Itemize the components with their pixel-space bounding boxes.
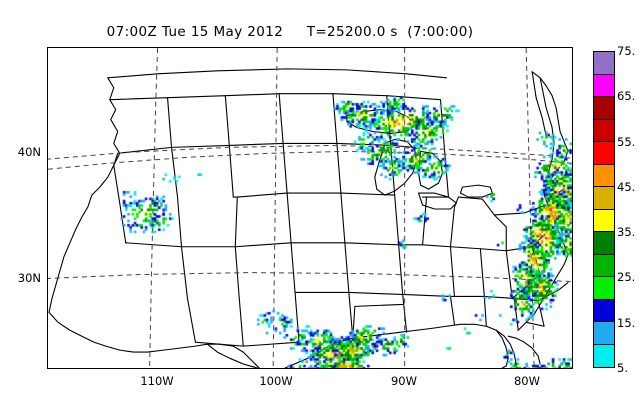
colorbar-swatch [594,344,614,367]
colorbar-swatch [594,74,614,97]
x-tick-110W: 110W [140,374,174,388]
colorbar-swatch [594,97,614,120]
colorbar-tick-label: 5. [617,361,628,375]
colorbar-swatch [594,142,614,165]
y-tick-30N: 30N [17,271,41,285]
figure-title: 07:00Z Tue 15 May 2012 T=25200.0 s (7:00… [106,24,474,40]
radar-reflectivity-layer [48,48,572,368]
colorbar-swatch [594,254,614,277]
colorbar-tick-label: 15. [617,315,636,330]
colorbar-swatch [594,299,614,322]
y-tick-40N: 40N [17,145,41,159]
colorbar-swatch [594,164,614,187]
colorbar-tick-label: 35. [617,225,636,240]
colorbar-swatch [594,119,614,142]
reflectivity-colorbar [593,51,615,368]
colorbar-tick-label: 45. [617,179,636,194]
colorbar-swatch [594,52,614,75]
colorbar-swatch [594,277,614,300]
colorbar-swatch [594,322,614,345]
map-plot-area [47,47,573,369]
colorbar-swatch [594,209,614,232]
colorbar-tick-label: 25. [617,270,636,285]
colorbar-swatch [594,187,614,210]
colorbar-tick-label: 55. [617,134,636,149]
colorbar-tick-label: 65. [617,89,636,104]
x-tick-100W: 100W [259,374,293,388]
x-tick-90W: 90W [390,374,417,388]
colorbar-swatch [594,232,614,255]
x-tick-80W: 80W [513,374,540,388]
colorbar-tick-labels: 75. 65. 55. 45. 35. 25. 15. 5. [617,44,640,376]
colorbar-tick-label: 75. [617,44,636,58]
